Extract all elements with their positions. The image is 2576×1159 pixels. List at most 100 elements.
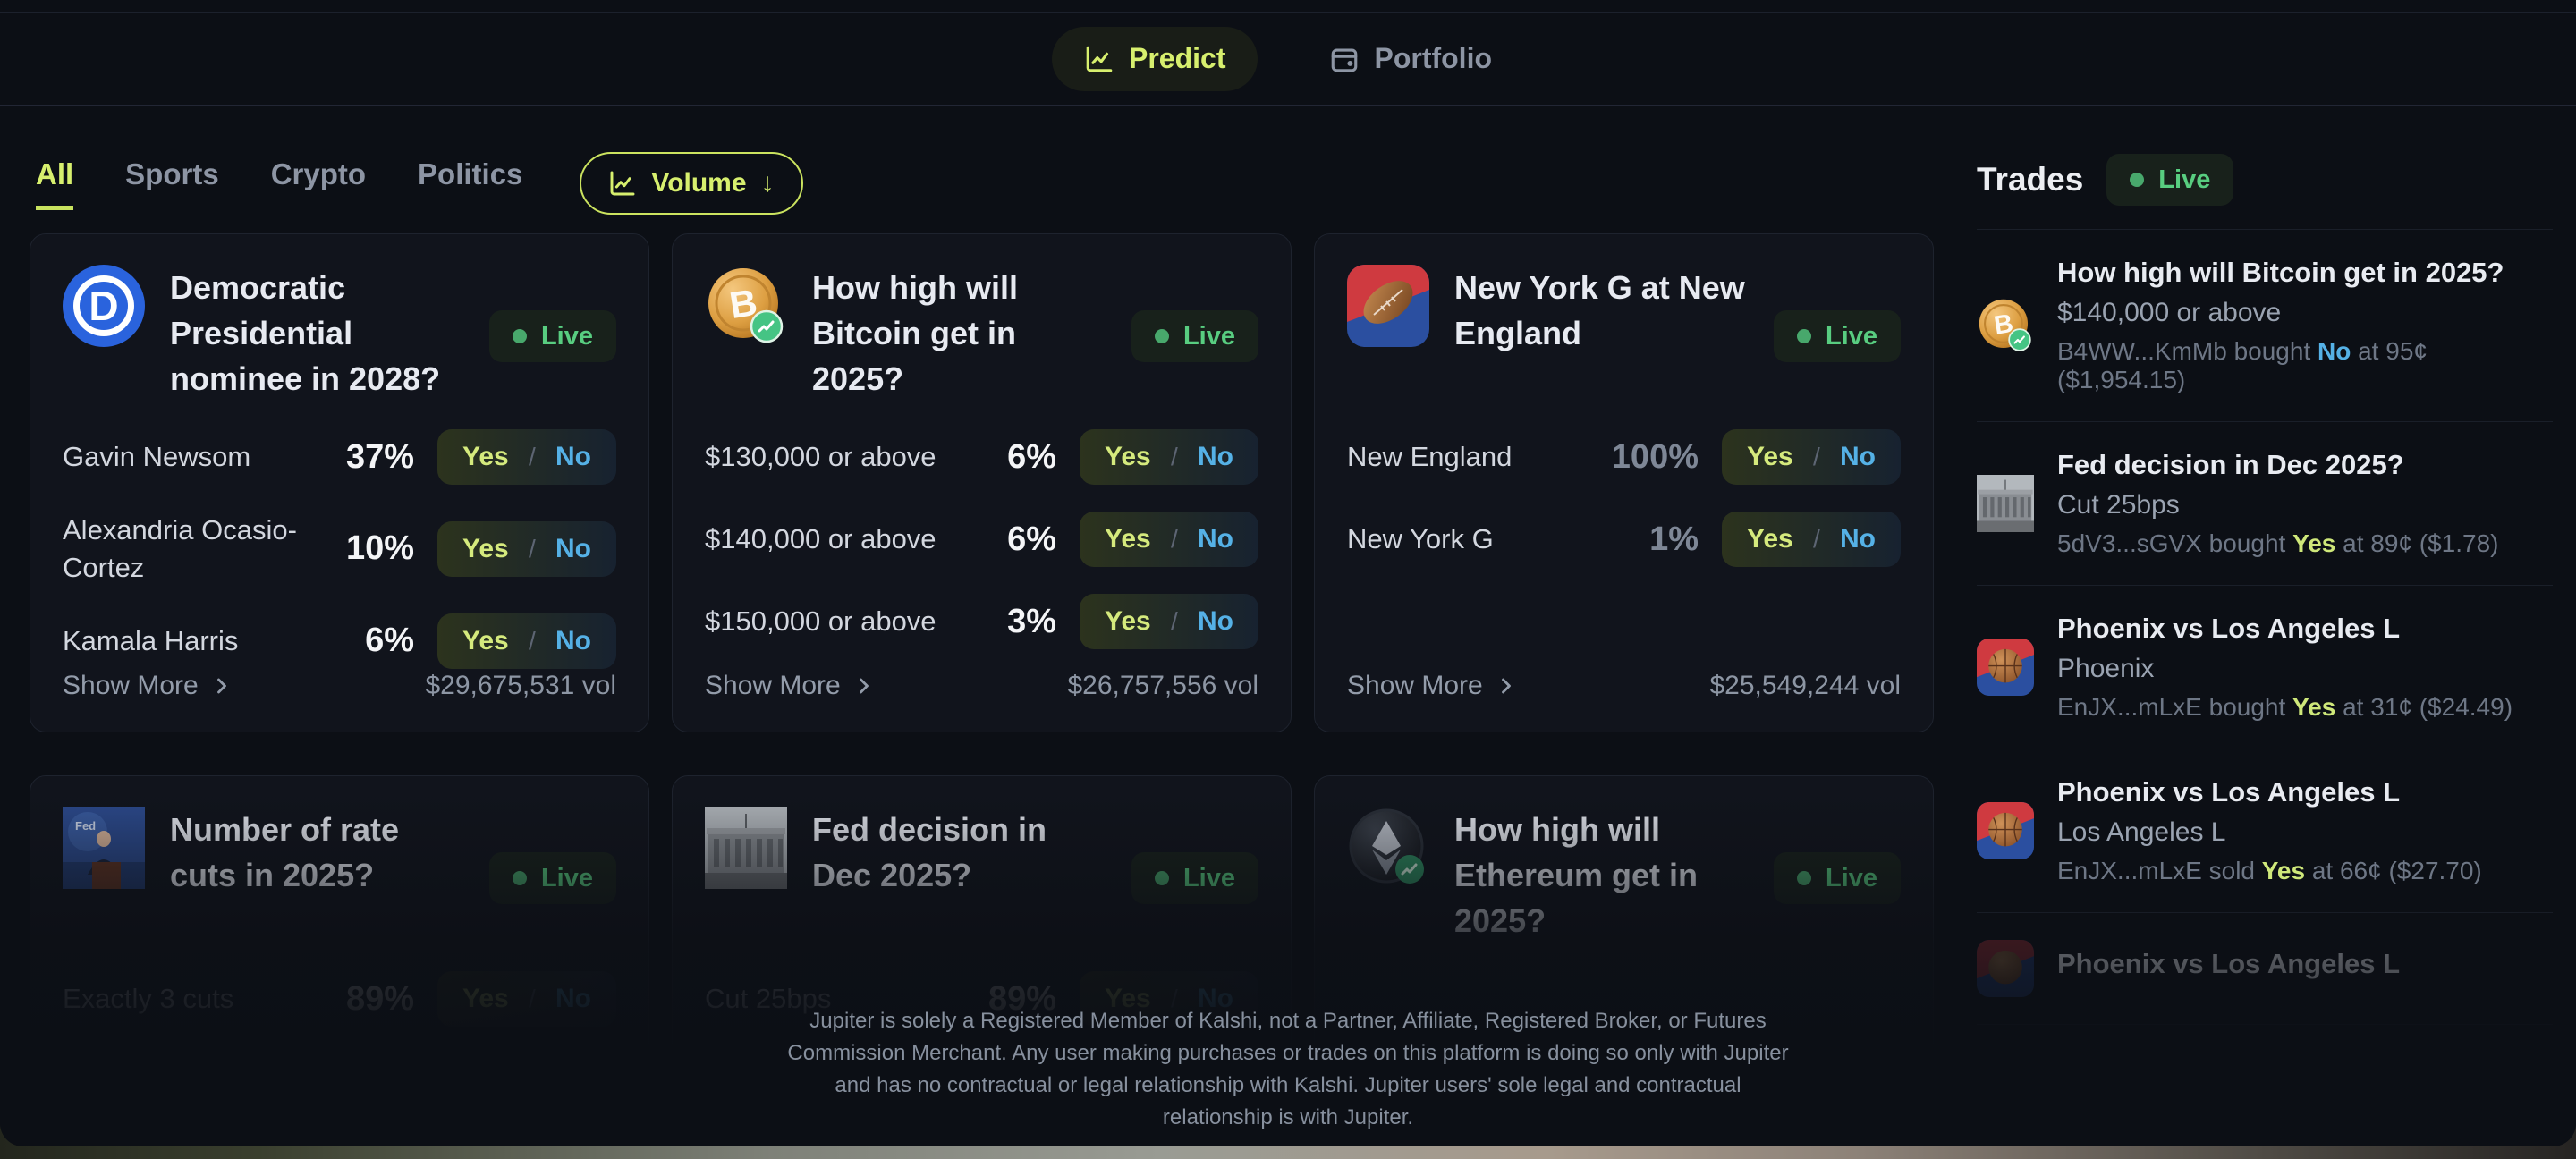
no-button[interactable]: No xyxy=(555,533,591,563)
slash-divider: / xyxy=(528,985,536,1012)
live-dot-icon xyxy=(1154,871,1169,885)
market-title: Number of rate cuts in 2025? xyxy=(170,811,400,894)
filter-crypto[interactable]: Crypto xyxy=(270,157,367,190)
trade-row-bitcoin[interactable]: B How high will Bitcoin get in 2025? $14… xyxy=(1977,230,2553,422)
yes-button[interactable]: Yes xyxy=(462,625,509,656)
legal-disclaimer: Jupiter is solely a Registered Member of… xyxy=(787,1009,1789,1129)
yes-button[interactable]: Yes xyxy=(462,442,509,471)
outcome-label: $130,000 or above xyxy=(705,441,936,473)
outcome-row: Alexandria Ocasio-Cortez 10% Yes / No xyxy=(63,512,616,587)
show-more-link[interactable]: Show More xyxy=(1347,671,1519,701)
category-filters: All Sports Crypto Politics Volume ↓ xyxy=(36,152,803,215)
yes-no-buttons[interactable]: Yes / No xyxy=(437,520,616,577)
volume-label: $29,675,531 vol xyxy=(425,671,616,700)
market-live-badge: Live xyxy=(1773,852,1901,904)
yes-no-buttons[interactable]: Yes / No xyxy=(437,971,616,1027)
chart-line-icon xyxy=(1086,46,1113,72)
live-label: Live xyxy=(1825,321,1877,351)
outcome-row: New England 100% Yes / No xyxy=(1347,429,1901,485)
yes-button[interactable]: Yes xyxy=(1105,524,1151,554)
trade-user: 5dV3...sGVX xyxy=(2057,529,2202,557)
basketball-icon xyxy=(1977,639,2034,696)
yes-button[interactable]: Yes xyxy=(1747,442,1793,471)
yes-button[interactable]: Yes xyxy=(1105,442,1151,471)
no-button[interactable]: No xyxy=(555,984,591,1013)
tab-predict[interactable]: Predict xyxy=(1051,26,1258,91)
trade-side: Yes xyxy=(2261,857,2306,884)
volume-label: $26,757,556 vol xyxy=(1067,671,1258,700)
tab-predict-label: Predict xyxy=(1128,42,1226,74)
filter-sports[interactable]: Sports xyxy=(125,157,219,190)
sort-volume-button[interactable]: Volume ↓ xyxy=(580,152,803,215)
outcome-label: Kamala Harris xyxy=(63,624,239,656)
tab-portfolio[interactable]: Portfolio xyxy=(1297,27,1524,91)
slash-divider: / xyxy=(528,443,536,470)
trade-outcome: Phoenix xyxy=(2057,654,2155,683)
basketball-icon xyxy=(1977,940,2034,997)
bitcoin-coin-icon: B xyxy=(708,268,784,343)
outcome-row: New York G 1% Yes / No xyxy=(1347,512,1901,567)
market-title: New York G at New England xyxy=(1454,269,1745,352)
market-card-nyg-ne[interactable]: New York G at New England Live New Engla… xyxy=(1314,233,1934,732)
yes-no-buttons[interactable]: Yes / No xyxy=(1080,512,1258,567)
no-button[interactable]: No xyxy=(555,625,591,656)
outcome-row: $140,000 or above 6% Yes / No xyxy=(705,512,1258,567)
no-button[interactable]: No xyxy=(1197,524,1233,554)
trade-row-phoenix-3[interactable]: Phoenix vs Los Angeles L xyxy=(1977,913,2553,1025)
yes-no-buttons[interactable]: Yes / No xyxy=(1722,429,1901,485)
no-button[interactable]: No xyxy=(1839,524,1876,554)
outcome-label: Gavin Newsom xyxy=(63,441,251,473)
slash-divider: / xyxy=(1170,525,1178,553)
trade-meta: B4WW...KmMb bought No at 95¢ ($1,954.15) xyxy=(2057,337,2553,394)
live-dot-icon xyxy=(1154,329,1169,343)
market-live-badge: Live xyxy=(1131,310,1258,362)
trade-action: bought xyxy=(2208,529,2286,557)
yes-no-buttons[interactable]: Yes / No xyxy=(1080,594,1258,649)
market-title: How high will Ethereum get in 2025? xyxy=(1454,811,1699,940)
market-card-bitcoin[interactable]: B How high will Bitcoin get in 2025? Liv… xyxy=(672,233,1292,732)
trade-user: EnJX...mLxE xyxy=(2057,857,2202,884)
outcome-label: $150,000 or above xyxy=(705,605,936,638)
trade-price: at 66¢ ($27.70) xyxy=(2311,857,2482,884)
no-button[interactable]: No xyxy=(555,442,591,471)
filter-all[interactable]: All xyxy=(36,157,74,210)
trade-row-fed[interactable]: Fed decision in Dec 2025? Cut 25bps 5dV3… xyxy=(1977,422,2553,586)
live-label: Live xyxy=(540,321,593,351)
football-icon xyxy=(1347,265,1429,347)
market-live-badge: Live xyxy=(1773,310,1901,362)
live-dot-icon xyxy=(512,871,527,885)
trade-market-title: Phoenix vs Los Angeles L xyxy=(2057,613,2401,644)
trade-market-title: How high will Bitcoin get in 2025? xyxy=(2057,257,2504,288)
outcome-percent: 1% xyxy=(1649,520,1699,558)
no-button[interactable]: No xyxy=(1839,442,1876,471)
trade-outcome: Cut 25bps xyxy=(2057,490,2180,520)
trade-row-phoenix-2[interactable]: Phoenix vs Los Angeles L Los Angeles L E… xyxy=(1977,749,2553,913)
live-label: Live xyxy=(540,863,593,893)
yes-no-buttons[interactable]: Yes / No xyxy=(1722,512,1901,567)
trades-title: Trades xyxy=(1977,161,2084,198)
no-button[interactable]: No xyxy=(1197,442,1233,471)
yes-button[interactable]: Yes xyxy=(1747,524,1793,554)
yes-button[interactable]: Yes xyxy=(462,984,509,1013)
yes-button[interactable]: Yes xyxy=(1105,606,1151,636)
market-card-rate-cuts[interactable]: Fed Number of rate cuts in 2025? Live Ex… xyxy=(30,775,649,1146)
live-dot-icon xyxy=(512,329,527,343)
filter-politics[interactable]: Politics xyxy=(418,157,523,190)
yes-no-buttons[interactable]: Yes / No xyxy=(1080,429,1258,485)
show-more-link[interactable]: Show More xyxy=(63,671,234,701)
show-more-link[interactable]: Show More xyxy=(705,671,877,701)
trade-row-phoenix-1[interactable]: Phoenix vs Los Angeles L Phoenix EnJX...… xyxy=(1977,586,2553,749)
no-button[interactable]: No xyxy=(1197,606,1233,636)
outcome-percent: 6% xyxy=(1007,520,1056,558)
slash-divider: / xyxy=(528,534,536,563)
live-label: Live xyxy=(1825,863,1877,893)
yes-no-buttons[interactable]: Yes / No xyxy=(437,613,616,669)
yes-no-buttons[interactable]: Yes / No xyxy=(437,429,616,485)
market-card-democratic-nominee[interactable]: D Democratic Presidential nominee in 202… xyxy=(30,233,649,732)
chevron-right-icon xyxy=(216,678,226,694)
market-title: Fed decision in Dec 2025? xyxy=(812,811,1047,894)
live-dot-icon xyxy=(2130,173,2145,187)
chart-line-icon xyxy=(610,171,635,196)
yes-button[interactable]: Yes xyxy=(462,533,509,563)
fed-building-icon xyxy=(1977,475,2034,532)
